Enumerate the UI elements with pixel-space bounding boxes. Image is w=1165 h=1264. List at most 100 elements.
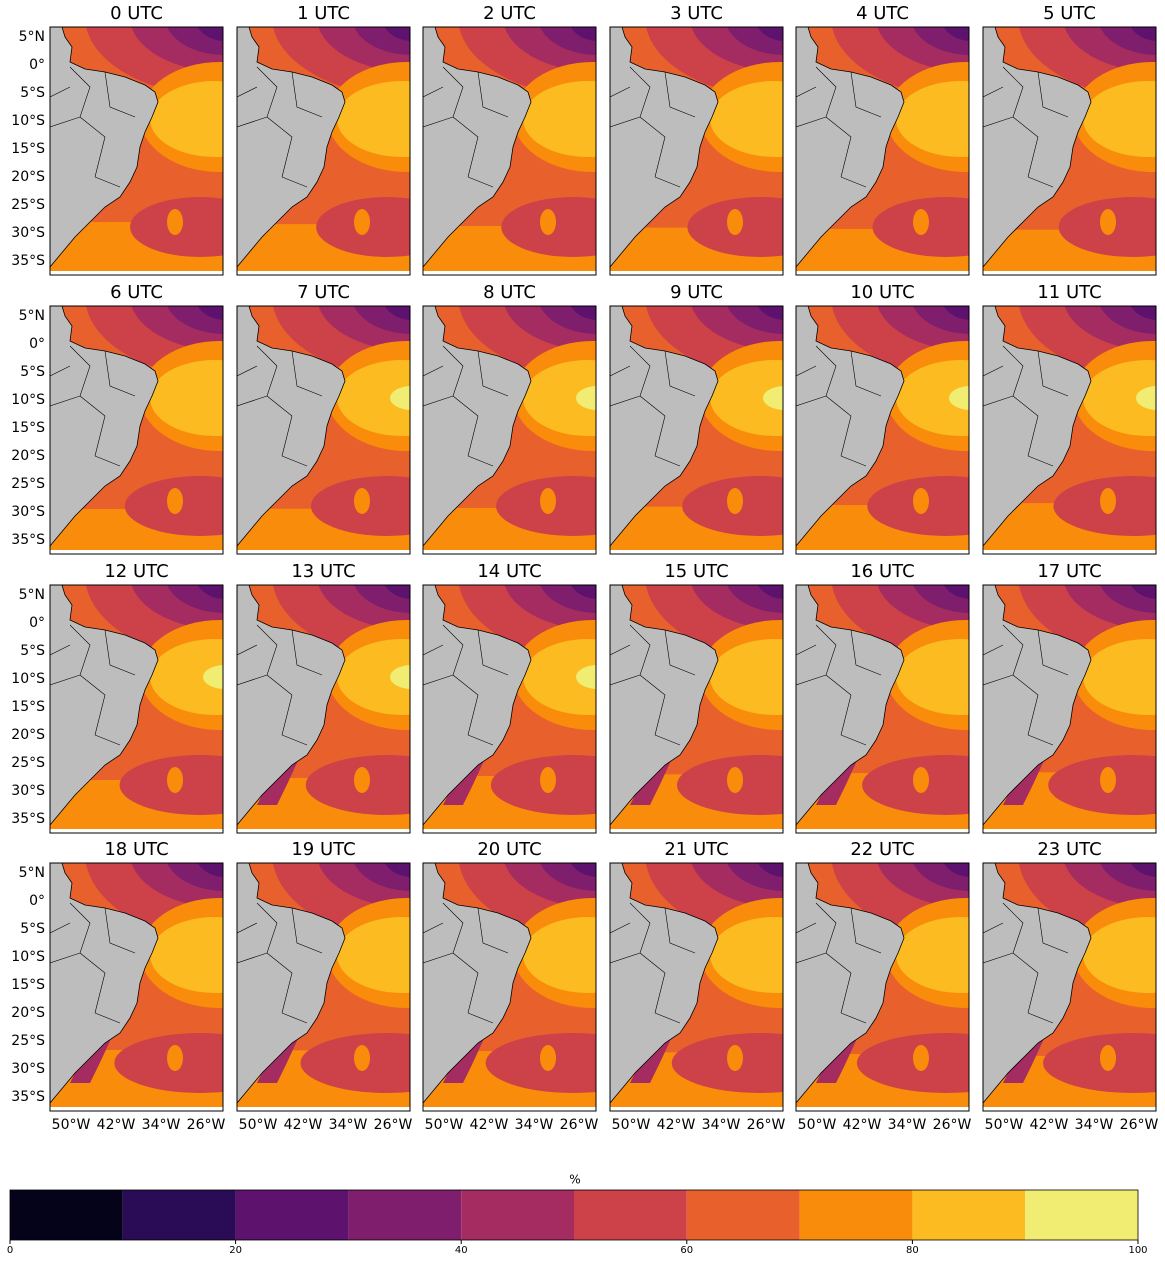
land [237,27,346,268]
panel-title: 16 UTC [850,561,914,582]
band [1136,386,1156,410]
land [423,585,532,826]
band [757,306,783,320]
map-panel [795,862,970,1112]
lon-label: 50°W [612,1117,651,1133]
panel-title: 4 UTC [856,3,909,24]
land [610,306,719,547]
panel-title: 21 UTC [664,839,728,860]
colorbar-segment [348,1190,462,1240]
panel-frame [236,584,411,834]
lat-label: 30°S [11,225,45,241]
map-panel [982,584,1157,834]
state-borders [610,624,696,746]
lon-label: 26°W [747,1117,786,1133]
band [576,665,596,689]
map-field [50,863,223,1107]
band [1083,360,1156,436]
band [727,209,743,235]
colorbar-segment [122,1190,236,1240]
map-panel [609,862,784,1112]
band [390,386,410,410]
colorbar-tick-label: 0 [7,1245,13,1256]
map-panel [422,862,597,1112]
panel-frame [236,26,411,276]
panel-title: 23 UTC [1037,839,1101,860]
colorbar-tick-label: 20 [229,1245,242,1256]
map-panel [982,305,1157,555]
land [796,27,905,268]
band [523,360,596,436]
band [1130,306,1156,320]
panel-title: 8 UTC [483,282,536,303]
map-panel [236,305,411,555]
band [540,209,556,235]
map-field [796,306,969,550]
band [150,360,223,436]
colorbar-tick-label: 60 [680,1245,693,1256]
map-panel [609,305,784,555]
colorbar-segment [1025,1190,1138,1240]
lat-label: 35°S [11,811,45,827]
band [354,767,370,793]
map-field [983,863,1156,1107]
band [710,917,783,993]
map-field [796,585,969,829]
panel-frame [795,862,970,1112]
map-panel [422,305,597,555]
band [671,1033,783,1093]
land [983,306,1092,547]
map-field [50,306,223,550]
colorbar-segment [235,1190,349,1240]
panel-frame [609,862,784,1112]
band [197,27,223,41]
state-borders [983,902,1069,1024]
band [197,585,223,599]
lat-label: 20°S [11,169,45,185]
map-panel [795,26,970,276]
lon-label: 42°W [657,1117,696,1133]
lat-label: 15°S [11,141,45,157]
land [796,306,905,547]
state-borders [610,66,696,188]
band [570,863,596,877]
panel-title: 13 UTC [291,561,355,582]
land [610,585,719,826]
state-borders [796,66,882,188]
lat-label: 5°N [19,29,45,45]
band [197,863,223,877]
lon-label: 34°W [1075,1117,1114,1133]
panel-title: 19 UTC [291,839,355,860]
map-field [610,27,783,271]
band [763,386,783,410]
band [576,386,596,410]
band [1100,488,1116,514]
land [237,306,346,547]
band [540,1045,556,1071]
band [523,917,596,993]
band [1083,81,1156,157]
band [570,585,596,599]
lat-label: 5°S [20,85,45,101]
band [167,488,183,514]
colorbar-tick-label: 40 [455,1245,468,1256]
band [1130,27,1156,41]
map-field [237,27,410,271]
band [896,360,969,436]
land [423,306,532,547]
lon-label: 50°W [798,1117,837,1133]
band [913,767,929,793]
state-borders [423,345,509,467]
band [337,639,410,715]
lat-label: 0° [29,57,45,73]
land [983,863,1092,1104]
lat-label: 5°S [20,364,45,380]
band [913,488,929,514]
panel-frame [422,305,597,555]
panel-title: 10 UTC [850,282,914,303]
land [796,585,905,826]
panel-frame [422,862,597,1112]
map-panel [795,584,970,834]
band [757,27,783,41]
band [384,863,410,877]
